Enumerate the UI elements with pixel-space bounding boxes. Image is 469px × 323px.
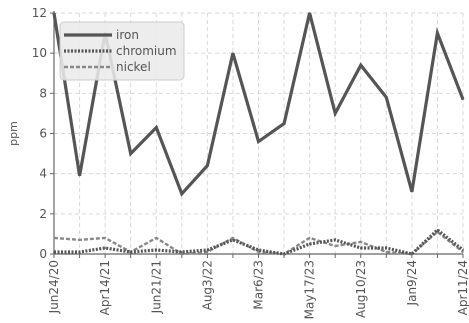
data-point-iron xyxy=(206,164,209,167)
data-point-chromium xyxy=(462,249,464,251)
legend-label-chromium: chromium xyxy=(116,44,177,58)
x-tick-label: Jun24/20 xyxy=(47,260,61,314)
y-tick-label: 4 xyxy=(39,167,47,181)
data-point-chromium xyxy=(206,249,209,251)
data-point-iron xyxy=(359,64,362,67)
data-point-nickel xyxy=(359,241,362,243)
data-point-chromium xyxy=(257,249,260,251)
data-point-chromium xyxy=(334,239,336,241)
data-point-nickel xyxy=(155,237,158,239)
data-point-iron xyxy=(232,52,234,54)
data-point-chromium xyxy=(129,251,132,253)
data-point-iron xyxy=(181,192,183,195)
data-point-iron xyxy=(129,152,132,155)
y-tick-label: 12 xyxy=(32,6,47,20)
x-tick-label: Mar6/23 xyxy=(252,260,266,310)
legend-label-nickel: nickel xyxy=(116,60,151,74)
data-point-chromium xyxy=(359,247,362,249)
y-tick-label: 8 xyxy=(39,86,47,100)
data-point-chromium xyxy=(385,247,388,249)
data-point-iron xyxy=(462,98,464,101)
data-point-chromium xyxy=(232,239,234,241)
data-point-nickel xyxy=(334,245,336,247)
x-tick-label: Jan9/24 xyxy=(405,260,419,306)
y-tick-label: 10 xyxy=(32,46,47,60)
data-point-iron xyxy=(385,96,388,99)
series-lines xyxy=(52,12,465,256)
x-tick-label: Aug3/22 xyxy=(200,260,214,310)
x-tick-label: Aug10/23 xyxy=(354,260,368,318)
data-point-iron xyxy=(308,12,311,14)
legend-item-nickel[interactable]: nickel xyxy=(64,60,151,74)
data-point-iron xyxy=(411,190,413,193)
data-point-chromium xyxy=(181,251,183,253)
y-axis-title: ppm xyxy=(7,121,20,146)
data-point-nickel xyxy=(53,237,55,239)
data-point-iron xyxy=(155,126,158,129)
data-point-iron xyxy=(283,122,285,125)
data-point-nickel xyxy=(308,237,311,239)
data-point-iron xyxy=(78,174,81,177)
legend-label-iron: iron xyxy=(116,28,139,42)
data-point-iron xyxy=(257,140,260,143)
data-point-chromium xyxy=(155,249,158,251)
data-point-nickel xyxy=(385,251,388,253)
x-tick-label: Jun21/21 xyxy=(149,260,163,314)
y-tick-label: 2 xyxy=(39,207,47,221)
y-tick-label: 0 xyxy=(39,247,47,261)
data-point-nickel xyxy=(104,237,106,239)
tick-labels: 0 2 4 6 8 10 12 Jun24/20 Apr14/21 Jun21/21 Aug3/22… xyxy=(32,6,469,319)
data-point-chromium xyxy=(104,247,106,249)
data-point-nickel xyxy=(232,237,234,239)
legend[interactable]: iron chromium nickel xyxy=(59,21,185,81)
x-tick-label: May17/23 xyxy=(303,260,317,319)
data-point-nickel xyxy=(78,239,81,241)
data-point-chromium xyxy=(308,243,311,245)
data-point-iron xyxy=(334,112,336,115)
data-point-nickel xyxy=(462,251,464,253)
x-tick-label: Apr11/24 xyxy=(456,260,469,315)
legend-item-iron[interactable]: iron xyxy=(64,28,139,42)
data-point-nickel xyxy=(257,251,260,253)
data-point-chromium xyxy=(53,251,55,253)
data-point-chromium xyxy=(78,251,81,253)
data-point-iron xyxy=(436,32,439,34)
data-point-chromium xyxy=(436,229,439,231)
y-tick-label: 6 xyxy=(39,127,47,141)
data-point-nickel xyxy=(206,251,209,253)
legend-item-chromium[interactable]: chromium xyxy=(64,44,177,58)
x-tick-label: Apr14/21 xyxy=(98,260,112,315)
